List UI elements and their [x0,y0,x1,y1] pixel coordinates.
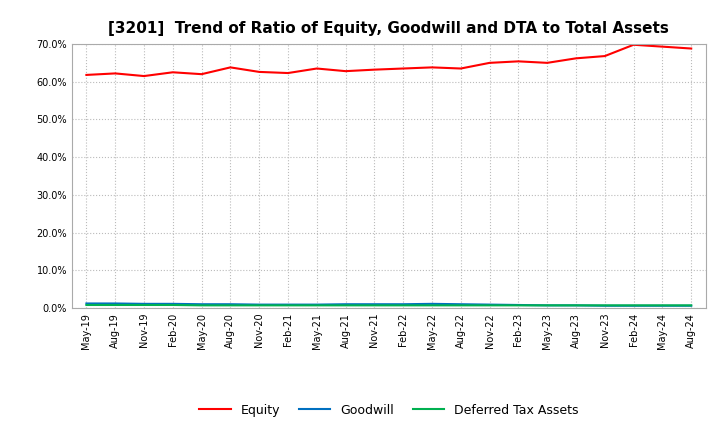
Goodwill [687,303,696,308]
Equity [629,42,638,48]
Deferred Tax Assets [312,303,321,308]
Goodwill [572,303,580,308]
Deferred Tax Assets [370,303,379,308]
Equity [284,70,292,76]
Deferred Tax Assets [543,303,552,308]
Deferred Tax Assets [226,303,235,308]
Deferred Tax Assets [629,303,638,308]
Goodwill [284,302,292,307]
Legend: Equity, Goodwill, Deferred Tax Assets: Equity, Goodwill, Deferred Tax Assets [194,399,583,422]
Equity [82,72,91,77]
Goodwill [312,302,321,307]
Goodwill [543,303,552,308]
Equity [514,59,523,64]
Goodwill [658,303,667,308]
Deferred Tax Assets [111,302,120,308]
Goodwill [111,301,120,306]
Equity [572,56,580,61]
Deferred Tax Assets [658,303,667,308]
Goodwill [226,301,235,307]
Deferred Tax Assets [284,303,292,308]
Goodwill [197,301,206,307]
Equity [255,69,264,74]
Equity [485,60,494,66]
Deferred Tax Assets [600,303,609,308]
Deferred Tax Assets [399,303,408,308]
Deferred Tax Assets [485,303,494,308]
Equity [111,71,120,76]
Equity [456,66,465,71]
Goodwill [140,301,148,307]
Line: Goodwill: Goodwill [86,304,691,306]
Goodwill [168,301,177,307]
Goodwill [341,301,350,307]
Equity [341,69,350,74]
Deferred Tax Assets [456,303,465,308]
Deferred Tax Assets [168,302,177,308]
Deferred Tax Assets [255,303,264,308]
Deferred Tax Assets [687,303,696,308]
Title: [3201]  Trend of Ratio of Equity, Goodwill and DTA to Total Assets: [3201] Trend of Ratio of Equity, Goodwil… [109,21,669,36]
Goodwill [399,301,408,307]
Equity [658,44,667,49]
Goodwill [255,302,264,307]
Equity [687,46,696,51]
Goodwill [485,302,494,307]
Equity [370,67,379,72]
Deferred Tax Assets [82,302,91,308]
Equity [226,65,235,70]
Deferred Tax Assets [572,303,580,308]
Equity [428,65,436,70]
Deferred Tax Assets [140,302,148,308]
Goodwill [428,301,436,307]
Equity [197,72,206,77]
Deferred Tax Assets [514,303,523,308]
Deferred Tax Assets [428,303,436,308]
Goodwill [629,303,638,308]
Equity [312,66,321,71]
Goodwill [82,301,91,306]
Goodwill [456,301,465,307]
Goodwill [600,303,609,308]
Equity [600,53,609,59]
Goodwill [370,301,379,307]
Line: Equity: Equity [86,45,691,76]
Deferred Tax Assets [197,303,206,308]
Equity [543,60,552,66]
Deferred Tax Assets [341,303,350,308]
Equity [168,70,177,75]
Goodwill [514,302,523,308]
Equity [399,66,408,71]
Equity [140,73,148,79]
